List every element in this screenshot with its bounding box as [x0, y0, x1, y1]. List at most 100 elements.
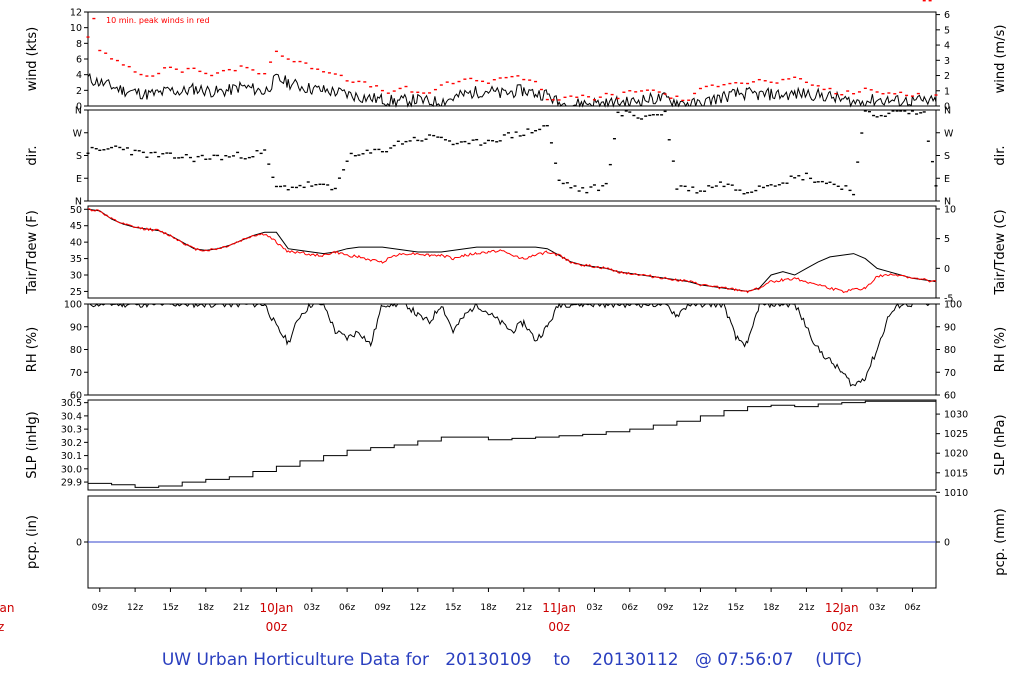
- right-tick-label-rh: 60: [944, 391, 956, 402]
- data-point: [816, 181, 820, 183]
- footer-at-time: @ 07:56:07: [694, 650, 794, 670]
- data-point: [475, 138, 479, 141]
- data-point: [410, 91, 414, 93]
- data-point: [612, 138, 616, 140]
- right-axis-label-wind: wind (m/s): [993, 25, 1008, 94]
- data-point: [875, 116, 879, 118]
- left-tick-label-dir: N: [75, 197, 82, 208]
- data-point: [133, 71, 137, 73]
- left-tick-label-slp: 30.2: [61, 438, 82, 449]
- data-point: [863, 87, 867, 90]
- data-point: [157, 72, 161, 75]
- right-axis-label-slp: SLP (hPa): [993, 414, 1008, 475]
- data-point: [279, 185, 283, 188]
- data-point: [290, 186, 294, 189]
- data-point: [569, 95, 573, 97]
- x-day-label: 11Jan: [542, 601, 576, 615]
- data-point: [361, 153, 365, 155]
- data-point: [161, 153, 165, 155]
- data-point: [392, 90, 396, 92]
- x-tick-label: 03z: [869, 603, 885, 613]
- data-point: [928, 0, 932, 2]
- data-point: [492, 79, 496, 81]
- data-point: [763, 80, 767, 82]
- right-tick-label-wind: 3: [944, 56, 950, 67]
- data-point: [813, 181, 817, 183]
- data-point: [451, 82, 455, 85]
- data-point: [186, 67, 190, 70]
- data-point: [881, 93, 885, 95]
- data-point: [718, 181, 722, 183]
- data-point: [640, 90, 644, 92]
- data-point: [322, 71, 326, 73]
- data-point: [687, 99, 691, 101]
- data-point: [157, 155, 161, 158]
- right-tick-label-wind: 5: [944, 25, 950, 36]
- data-point: [184, 153, 188, 156]
- data-point: [145, 156, 149, 158]
- data-point: [899, 91, 903, 94]
- data-point: [781, 78, 785, 81]
- right-tick-label-temp: 5: [944, 234, 950, 245]
- right-tick-label-wind: 4: [944, 41, 950, 52]
- data-point: [789, 175, 793, 177]
- data-point: [245, 66, 249, 69]
- data-point: [714, 185, 718, 187]
- data-point: [660, 114, 664, 116]
- left-tick-label-dir: E: [76, 174, 82, 185]
- data-point: [675, 95, 679, 97]
- data-point: [208, 158, 212, 160]
- data-point: [573, 185, 577, 187]
- annotation-wind: 10 min. peak winds in red: [106, 16, 210, 25]
- data-point: [404, 140, 408, 143]
- data-point: [734, 189, 738, 191]
- data-point: [820, 180, 824, 183]
- data-point: [746, 192, 750, 194]
- data-point: [707, 185, 711, 187]
- left-axis-label-dir: dir.: [25, 145, 40, 165]
- data-point: [824, 182, 828, 185]
- right-tick-label-rh: 70: [944, 368, 956, 379]
- data-point: [828, 87, 832, 90]
- series-line-temp-0: [87, 208, 937, 292]
- data-point: [174, 68, 178, 70]
- x-day-sublabel: 00z: [831, 620, 853, 634]
- left-tick-label-wind: 6: [76, 55, 82, 66]
- data-point: [883, 115, 887, 117]
- data-point: [448, 140, 452, 142]
- data-point: [357, 154, 361, 156]
- data-point: [302, 186, 306, 189]
- right-tick-label-wind: 2: [944, 71, 950, 82]
- data-point: [903, 110, 907, 112]
- data-point: [510, 136, 514, 139]
- right-tick-label-dir: W: [944, 128, 954, 139]
- data-point: [257, 72, 261, 75]
- panel-frame-temp: [87, 205, 937, 299]
- data-point: [322, 183, 326, 186]
- data-point: [432, 134, 436, 137]
- right-tick-label-pcp: 0: [944, 538, 950, 549]
- data-point: [704, 85, 708, 88]
- data-point: [283, 185, 287, 187]
- data-point: [326, 184, 330, 186]
- data-point: [644, 115, 648, 117]
- data-point: [934, 94, 938, 96]
- left-axis-label-wind: wind (kts): [25, 27, 40, 91]
- data-point: [675, 188, 679, 190]
- data-point: [657, 91, 661, 93]
- data-point: [539, 88, 543, 91]
- data-point: [598, 96, 602, 98]
- data-point: [557, 179, 561, 181]
- data-point: [330, 188, 334, 191]
- data-point: [133, 149, 137, 152]
- data-point: [671, 160, 675, 162]
- data-point: [333, 187, 337, 190]
- left-tick-label-dir: N: [75, 106, 82, 117]
- data-point: [433, 88, 437, 91]
- data-point: [785, 182, 789, 184]
- right-tick-label-dir: N: [944, 197, 951, 208]
- data-point: [274, 185, 278, 188]
- data-point: [506, 132, 510, 134]
- data-point: [860, 132, 864, 134]
- data-point: [766, 185, 770, 187]
